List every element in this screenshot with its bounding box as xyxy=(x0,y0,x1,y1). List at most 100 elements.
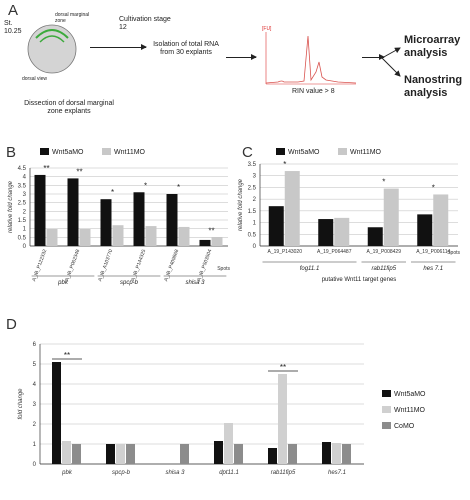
bar-wnt11mo xyxy=(116,444,125,464)
y-axis-label: relative fold change xyxy=(8,180,14,233)
bar-como xyxy=(288,444,297,464)
group-label: rab11fip5 xyxy=(371,266,396,272)
significance-marker: ** xyxy=(64,351,70,360)
significance-marker: * xyxy=(144,181,147,190)
trace-line xyxy=(265,35,357,84)
bar-wnt11mo xyxy=(383,188,399,246)
arrow-2 xyxy=(226,54,257,60)
y-tick-label: 2.5 xyxy=(18,201,27,207)
significance-marker: * xyxy=(283,160,286,169)
y-axis-label: fold change xyxy=(18,388,24,420)
bar-wnt5amo xyxy=(318,219,334,246)
y-tick-label: 0 xyxy=(23,244,27,250)
bar-como xyxy=(342,444,351,464)
y-tick-label: 5 xyxy=(33,362,37,368)
chart-b: 0 0.5 1 1.5 2 2.5 3 3.5 4 4.5 relative fold change… xyxy=(8,148,230,286)
bar-wnt11mo xyxy=(433,194,449,246)
legend-swatch xyxy=(338,148,347,155)
legend-swatch xyxy=(382,406,391,413)
rin-label: RIN value > 8 xyxy=(292,88,335,95)
spots-label: Spots xyxy=(447,250,460,256)
bar-wnt11mo xyxy=(278,374,287,464)
bar-wnt5amo xyxy=(166,194,178,246)
y-tick-label: 1 xyxy=(253,221,257,227)
group-label: shisa 3 xyxy=(185,280,205,286)
embryo-circle xyxy=(27,24,77,74)
embryo-diagram xyxy=(27,24,77,74)
y-tick-label: 1 xyxy=(33,442,37,448)
microarray-label: Microarray analysis xyxy=(404,34,461,59)
significance-marker: * xyxy=(111,188,114,197)
y-tick-label: 4.5 xyxy=(18,166,27,172)
stage-label: St. 10.25 xyxy=(4,20,22,35)
y-tick-label: 1.5 xyxy=(248,209,257,215)
group-label: hes 7.1 xyxy=(423,266,443,272)
y-tick-label: 0.5 xyxy=(18,235,27,241)
dissection-caption: Dissection of dorsal marginal zone expla… xyxy=(24,100,114,115)
legend-swatch xyxy=(40,148,49,155)
y-tick-label: 3 xyxy=(33,402,37,408)
bar-wnt5amo xyxy=(34,174,46,246)
legend-label: Wnt5aMO xyxy=(52,149,84,156)
legend-label: CoMO xyxy=(394,423,415,430)
bar-wnt5amo xyxy=(106,444,115,464)
bar-como xyxy=(234,444,243,464)
y-tick-label: 1 xyxy=(23,227,27,233)
y-tick-label: 3.5 xyxy=(248,162,257,168)
marginal-zone-arc-inner xyxy=(39,35,65,43)
bar-wnt5amo xyxy=(322,442,331,464)
bar-wnt5amo xyxy=(214,441,223,464)
bar-wnt5amo xyxy=(67,178,79,246)
bar-wnt11mo xyxy=(284,171,300,246)
category-label: hes7.1 xyxy=(328,470,346,476)
category-label: A_19_P006114 xyxy=(416,249,450,255)
y-axis-label: relative fold change xyxy=(238,178,244,231)
significance-marker: ** xyxy=(43,164,49,173)
bar-wnt5amo xyxy=(367,227,383,246)
category-label: A_19_P064487 xyxy=(317,249,352,255)
bar-wnt11mo xyxy=(145,226,157,246)
embryo-side-label: dorsal view xyxy=(22,76,48,82)
legend-swatch xyxy=(276,148,285,155)
category-label: A_IB_P062348 xyxy=(64,248,81,282)
y-tick-label: 0 xyxy=(33,462,37,468)
y-tick-label: 2 xyxy=(33,422,37,428)
trace-axis-label: [FU] xyxy=(262,26,272,32)
cultivation-label: Cultivation stage 12 xyxy=(119,16,171,31)
group-label: spcp-b xyxy=(120,280,139,286)
category-label: A_IB_P503504 xyxy=(196,248,213,282)
bar-wnt11mo xyxy=(79,228,91,246)
arrow-down xyxy=(381,57,401,77)
bar-wnt5amo xyxy=(268,206,284,246)
marginal-zone-arc-outer xyxy=(35,29,69,39)
y-tick-label: 4 xyxy=(23,175,27,181)
bar-wnt5amo xyxy=(52,362,61,464)
significance-marker: ** xyxy=(76,167,82,176)
bar-wnt5amo xyxy=(100,199,112,246)
bar-wnt5amo xyxy=(199,239,211,246)
bar-wnt11mo xyxy=(334,217,350,246)
y-tick-label: 4 xyxy=(33,382,37,388)
y-tick-label: 1.5 xyxy=(18,218,27,224)
panel-a-letter: A xyxy=(8,2,19,19)
nanostring-label: Nanostring analysis xyxy=(404,74,463,99)
category-label: A_IB_A103770 xyxy=(97,248,114,282)
bar-como xyxy=(180,444,189,464)
bar-wnt11mo xyxy=(211,237,223,246)
spots-label: Spots xyxy=(217,266,230,272)
category-label: shisa 3 xyxy=(165,470,185,476)
arrow-1 xyxy=(90,44,147,50)
bar-wnt11mo xyxy=(332,443,341,464)
arrow-3 xyxy=(362,54,385,60)
y-tick-label: 2 xyxy=(253,197,257,203)
category-label: pbk xyxy=(61,470,73,476)
y-tick-label: 3 xyxy=(23,192,27,198)
bar-wnt11mo xyxy=(178,226,190,246)
category-label: dpt11.1 xyxy=(219,470,239,476)
x-axis-label: putative Wnt11 target genes xyxy=(322,277,397,283)
bar-wnt5amo xyxy=(268,448,277,464)
legend-swatch xyxy=(102,148,111,155)
bar-wnt11mo xyxy=(224,423,233,464)
panel-d-letter: D xyxy=(6,316,17,333)
legend-label: Wnt11MO xyxy=(114,149,146,156)
